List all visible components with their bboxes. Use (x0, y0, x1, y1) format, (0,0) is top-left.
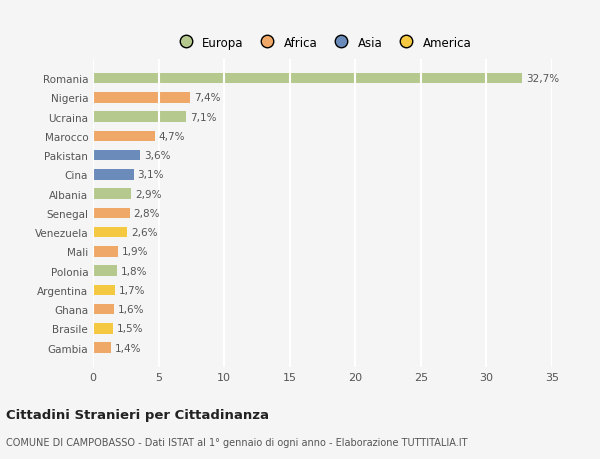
Bar (93, 170, 134, 180)
Text: 1,8%: 1,8% (121, 266, 147, 276)
Text: 3,1%: 3,1% (137, 170, 164, 180)
Bar (93, 131, 155, 142)
Text: 1,9%: 1,9% (122, 247, 148, 257)
Text: 7,1%: 7,1% (190, 112, 217, 123)
Bar (93, 208, 130, 219)
Bar (93, 93, 190, 103)
Bar (93, 324, 113, 334)
Bar (93, 189, 131, 200)
Text: 1,6%: 1,6% (118, 304, 145, 314)
Bar (93, 285, 115, 296)
Text: 1,7%: 1,7% (119, 285, 146, 295)
Bar (93, 73, 522, 84)
Text: 2,8%: 2,8% (134, 208, 160, 218)
Text: 4,7%: 4,7% (158, 132, 185, 141)
Bar (93, 266, 116, 276)
Text: 3,6%: 3,6% (144, 151, 170, 161)
Text: 1,5%: 1,5% (116, 324, 143, 334)
Text: 1,4%: 1,4% (115, 343, 142, 353)
Bar (93, 304, 114, 315)
Text: COMUNE DI CAMPOBASSO - Dati ISTAT al 1° gennaio di ogni anno - Elaborazione TUTT: COMUNE DI CAMPOBASSO - Dati ISTAT al 1° … (6, 437, 467, 447)
Bar (93, 151, 140, 161)
Legend: Europa, Africa, Asia, America: Europa, Africa, Asia, America (169, 32, 476, 54)
Text: 2,6%: 2,6% (131, 228, 158, 238)
Text: 7,4%: 7,4% (194, 93, 220, 103)
Bar (93, 112, 186, 123)
Text: 32,7%: 32,7% (526, 74, 559, 84)
Text: 2,9%: 2,9% (135, 189, 161, 199)
Bar (93, 246, 118, 257)
Bar (93, 227, 127, 238)
Text: Cittadini Stranieri per Cittadinanza: Cittadini Stranieri per Cittadinanza (6, 408, 269, 421)
Bar (93, 343, 112, 353)
